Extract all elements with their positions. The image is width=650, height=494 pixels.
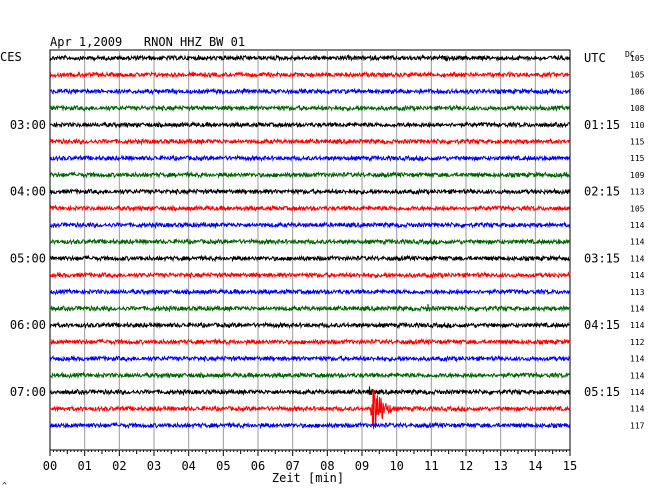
- x-tick-label: 03: [147, 459, 161, 473]
- x-tick-label: 02: [112, 459, 126, 473]
- x-tick-label: 06: [251, 459, 265, 473]
- x-tick-label: 14: [528, 459, 542, 473]
- dc-offset-label: 105: [630, 54, 645, 63]
- left-hour-label: 03:00: [10, 118, 46, 132]
- dc-offset-label: 114: [630, 371, 645, 380]
- dc-offset-label: 105: [630, 71, 645, 80]
- x-tick-label: 09: [355, 459, 369, 473]
- dc-offset-label: 108: [630, 104, 645, 113]
- dc-offset-label: 106: [630, 87, 645, 96]
- footer-mark: ^: [2, 481, 7, 490]
- right-hour-label: 04:15: [584, 318, 620, 332]
- right-hour-label: 02:15: [584, 185, 620, 199]
- x-tick-label: 15: [563, 459, 577, 473]
- right-hour-label: 01:15: [584, 118, 620, 132]
- trace-4: [49, 120, 571, 129]
- dc-offset-label: 114: [630, 254, 645, 263]
- x-tick-label: 00: [43, 459, 57, 473]
- trace-6: [49, 154, 571, 163]
- right-hour-label: 03:15: [584, 251, 620, 265]
- dc-offset-label: 114: [630, 271, 645, 280]
- dc-offset-label: 115: [630, 154, 645, 163]
- left-hour-labels: 03:00 04:00 05:00 06:00 07:00: [10, 118, 46, 399]
- x-axis: 00 01 02 03 04 05 06 07 08 09 10 11 12 13 14 15: [43, 450, 577, 473]
- dc-offset-label: 109: [630, 171, 645, 180]
- trace-11: [49, 237, 571, 246]
- x-tick-label: 11: [424, 459, 438, 473]
- trace-10: [49, 221, 571, 230]
- trace-14: [49, 287, 571, 296]
- trace-16: [49, 321, 571, 330]
- trace-15: [49, 303, 571, 313]
- trace-8: [49, 187, 571, 196]
- trace-21: [49, 389, 571, 430]
- x-tick-label: 01: [77, 459, 91, 473]
- dc-offset-label: 113: [630, 188, 645, 197]
- dc-offset-label: 105: [630, 204, 645, 213]
- trace-17: [49, 337, 571, 346]
- x-tick-label: 04: [181, 459, 195, 473]
- x-tick-label: 13: [493, 459, 507, 473]
- chart-title: Apr 1,2009 RNON HHZ BW 01: [50, 35, 245, 49]
- trace-5: [49, 137, 571, 146]
- dc-offset-label: 112: [630, 338, 645, 347]
- seismic-traces: [49, 53, 571, 430]
- right-hour-label: 05:15: [584, 385, 620, 399]
- dc-offset-label: 117: [630, 421, 645, 430]
- left-hour-label: 05:00: [10, 251, 46, 265]
- dc-offset-label: 113: [630, 288, 645, 297]
- left-hour-label: 04:00: [10, 185, 46, 199]
- trace-19: [49, 371, 571, 380]
- trace-3: [49, 104, 571, 113]
- dc-offset-label: 114: [630, 355, 645, 364]
- trace-12: [49, 254, 571, 263]
- plot-frame: [49, 49, 571, 451]
- x-tick-label: 12: [459, 459, 473, 473]
- dc-header: DC: [625, 50, 635, 59]
- dc-offset-label: 114: [630, 238, 645, 247]
- dc-offset-label: 110: [630, 121, 645, 130]
- dc-offset-label: 115: [630, 138, 645, 147]
- x-axis-label: Zeit [min]: [272, 471, 344, 485]
- right-hour-label: UTC: [584, 51, 606, 65]
- dc-offset-label: 114: [630, 388, 645, 397]
- trace-7: [49, 170, 571, 180]
- trace-2: [49, 87, 571, 96]
- left-header-ces: CES: [0, 50, 22, 64]
- dc-offset-label: 114: [630, 305, 645, 314]
- trace-1: [49, 70, 571, 79]
- trace-0: [49, 53, 571, 63]
- left-hour-label: 06:00: [10, 318, 46, 332]
- time-grid: [49, 49, 571, 451]
- x-tick-label: 05: [216, 459, 230, 473]
- trace-13: [49, 271, 571, 280]
- x-tick-label: 08: [320, 459, 334, 473]
- left-hour-label: 07:00: [10, 385, 46, 399]
- dc-offset-label: 114: [630, 321, 645, 330]
- dc-offset-label: 114: [630, 405, 645, 414]
- dc-offset-labels: 105 105 106 108 110 115 115 109 113 105 114 114 114 1…: [630, 54, 645, 430]
- right-hour-labels: UTC 01:15 02:15 03:15 04:15 05:15: [584, 51, 620, 399]
- dc-offset-label: 114: [630, 221, 645, 230]
- x-tick-label: 10: [389, 459, 403, 473]
- trace-18: [49, 354, 571, 363]
- trace-22: [49, 421, 571, 430]
- x-tick-label: 07: [285, 459, 299, 473]
- trace-20: [49, 386, 571, 397]
- trace-9: [49, 204, 571, 213]
